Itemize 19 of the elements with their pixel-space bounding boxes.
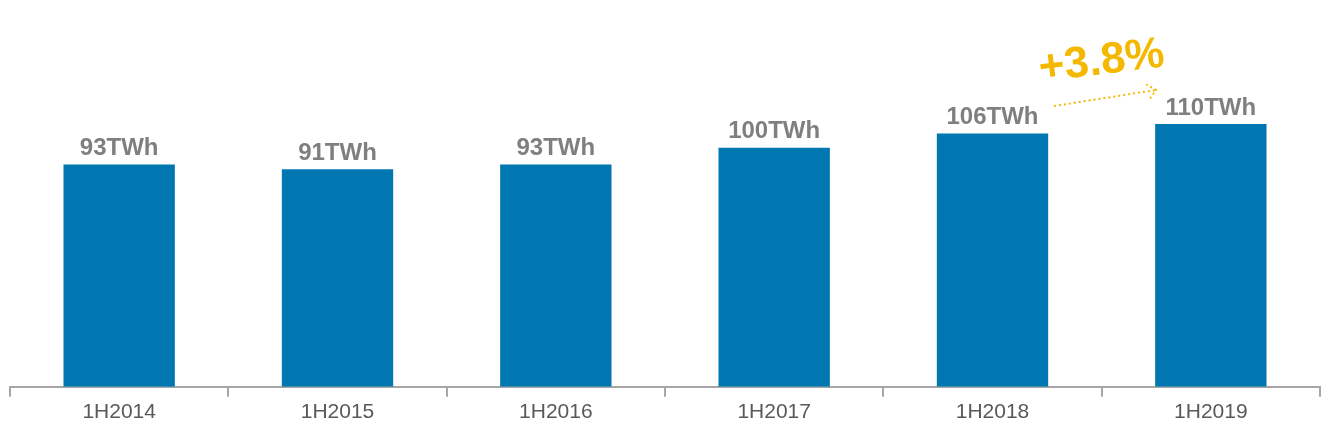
data-label: 93TWh: [79, 133, 159, 161]
x-tick-label: 1H2015: [300, 399, 375, 423]
bar: [63, 164, 175, 387]
bar: [1155, 123, 1267, 387]
data-label: 100TWh: [728, 116, 821, 144]
text: +3.8%: [1035, 26, 1167, 91]
bar: [281, 169, 394, 387]
x-tick-label: 1H2014: [82, 399, 157, 423]
data-label: 106TWh: [946, 102, 1039, 130]
bar: [718, 147, 830, 387]
x-tick-label: 1H2016: [519, 399, 593, 423]
data-label: 93TWh: [516, 133, 596, 161]
data-label: 91TWh: [298, 137, 377, 165]
data-label: 110TWh: [1165, 92, 1257, 120]
bar: [500, 164, 612, 387]
x-tick-label: 1H2017: [737, 399, 811, 423]
x-tick-label: 1H2018: [955, 399, 1030, 423]
x-tick-label: 1H2019: [1174, 399, 1248, 423]
bar: [936, 133, 1049, 387]
